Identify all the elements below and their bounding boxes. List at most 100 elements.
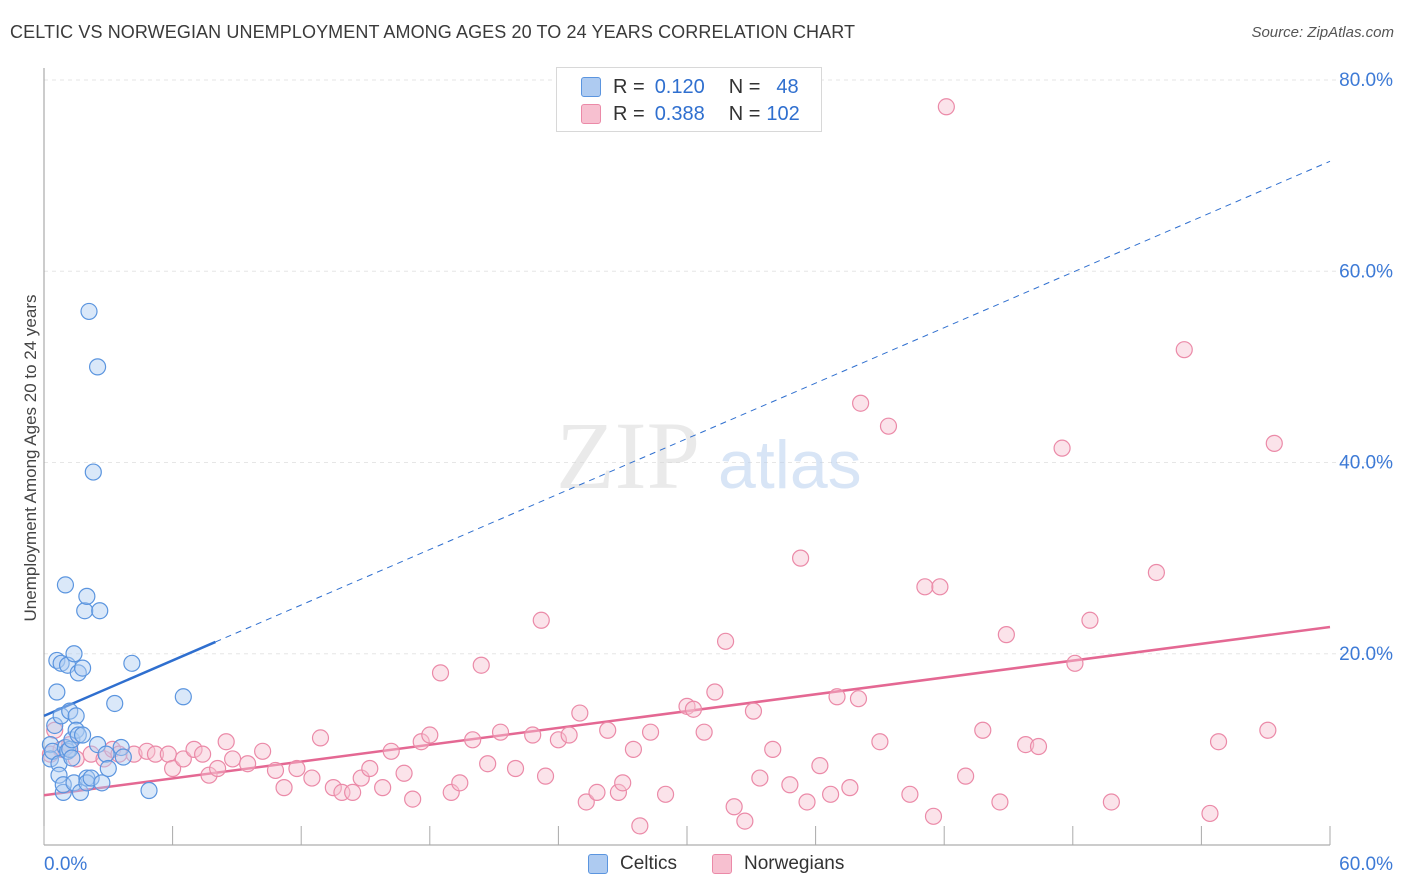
norwegian-point [751, 769, 769, 787]
norwegian-point [382, 742, 400, 760]
celtic-point [71, 783, 90, 802]
celtic-point [48, 683, 66, 701]
norwegian-point [344, 783, 362, 802]
norwegians-swatch [581, 104, 601, 124]
norwegian-point [1201, 804, 1219, 823]
legend-r-value: 0.120 [654, 75, 705, 98]
norwegian-point [524, 726, 542, 744]
norwegian-point [224, 750, 242, 768]
norwegian-point [811, 757, 829, 775]
norwegian-point [957, 767, 975, 785]
norwegian-point [412, 733, 430, 751]
celtic-point [106, 694, 124, 713]
norwegian-point [695, 723, 713, 741]
norwegian-point [764, 740, 782, 758]
norwegian-point [324, 779, 342, 797]
celtics-trend-extension [215, 160, 1331, 643]
norwegian-point [901, 785, 919, 803]
watermark-atlas: atlas [718, 427, 862, 503]
celtic-point [114, 748, 132, 766]
celtic-point [97, 745, 115, 763]
celtic-point [82, 769, 100, 787]
bottom-legend-norwegians-label: Norwegians [744, 853, 845, 874]
norwegian-point [1066, 654, 1084, 672]
norwegian-point [1102, 793, 1120, 811]
celtic-point [56, 576, 75, 594]
y-axis-title: Unemployment Among Ages 20 to 24 years [21, 295, 40, 622]
celtic-point [140, 781, 158, 800]
legend: R = 0.120 N = 48 R = 0.388 N = 102 [556, 67, 822, 132]
norwegian-point [916, 578, 934, 596]
norwegian-point [725, 798, 743, 816]
watermark-zip: ZIP [556, 402, 700, 509]
norwegian-point [1053, 439, 1071, 457]
legend-r-label: R = [613, 75, 645, 98]
norwegian-point [599, 721, 617, 739]
norwegian-point [781, 776, 799, 794]
norwegian-point [736, 812, 754, 830]
norwegian-point [828, 688, 846, 706]
legend-r-label: R = [613, 102, 645, 125]
legend-n-value: 48 [776, 75, 799, 98]
watermark: ZIP atlas [556, 402, 862, 509]
celtic-point [73, 726, 92, 744]
norwegian-point [1147, 563, 1165, 582]
norwegian-point [937, 98, 955, 116]
norwegian-point [879, 417, 898, 435]
norwegian-point [1209, 733, 1228, 751]
norwegian-point [822, 785, 840, 803]
y-tick-label: 80.0% [1339, 70, 1393, 91]
x-tick-label: 0.0% [44, 854, 87, 875]
celtic-point [99, 759, 117, 778]
norwegian-point [421, 726, 439, 744]
y-tick-label: 60.0% [1339, 261, 1393, 282]
x-tick-label: 60.0% [1339, 854, 1393, 875]
norwegian-point [716, 632, 735, 650]
celtic-point [54, 776, 72, 794]
chart-source: Source: ZipAtlas.com [1251, 24, 1394, 41]
norwegian-point [431, 664, 450, 682]
celtic-point [65, 645, 83, 663]
norwegian-point [532, 611, 550, 629]
norwegian-point [991, 793, 1009, 811]
legend-row-celtics: R = 0.120 N = 48 [581, 74, 799, 100]
y-tick-label: 40.0% [1339, 453, 1393, 474]
norwegian-point [209, 759, 227, 778]
norwegian-point [931, 578, 949, 596]
norwegian-point [194, 745, 212, 763]
celtic-point [78, 587, 96, 605]
celtic-point [174, 688, 192, 706]
norwegian-point [1017, 735, 1035, 754]
celtic-point [73, 659, 92, 677]
norwegian-point [41, 745, 60, 763]
celtic-point [46, 716, 64, 735]
norwegian-point [1029, 737, 1048, 756]
norwegian-point [311, 729, 330, 747]
norwegian-point [146, 745, 165, 763]
norwegian-point [266, 761, 285, 780]
norwegian-point [361, 759, 379, 778]
celtic-point [52, 707, 70, 725]
legend-r-value: 0.388 [654, 102, 705, 125]
norwegians-swatch [712, 854, 732, 874]
norwegian-point [798, 793, 816, 811]
norwegian-point [275, 779, 293, 797]
norwegian-point [560, 726, 578, 744]
norwegian-point [464, 731, 482, 749]
norwegian-point [352, 769, 370, 787]
norwegian-point [614, 774, 632, 792]
norwegian-point [217, 733, 235, 751]
norwegian-point [744, 702, 763, 720]
norwegian-point [164, 759, 182, 778]
celtic-point [88, 358, 107, 376]
norwegian-point [536, 767, 555, 785]
bottom-legend-celtics: Celtics [588, 852, 677, 876]
norwegian-point [974, 721, 992, 739]
chart-title: CELTIC VS NORWEGIAN UNEMPLOYMENT AMONG A… [10, 22, 856, 42]
norwegian-point [791, 549, 810, 567]
norwegian-point [1081, 611, 1099, 629]
norwegian-point [1175, 341, 1193, 359]
norwegian-point [549, 731, 568, 749]
norwegian-point [1265, 434, 1283, 452]
